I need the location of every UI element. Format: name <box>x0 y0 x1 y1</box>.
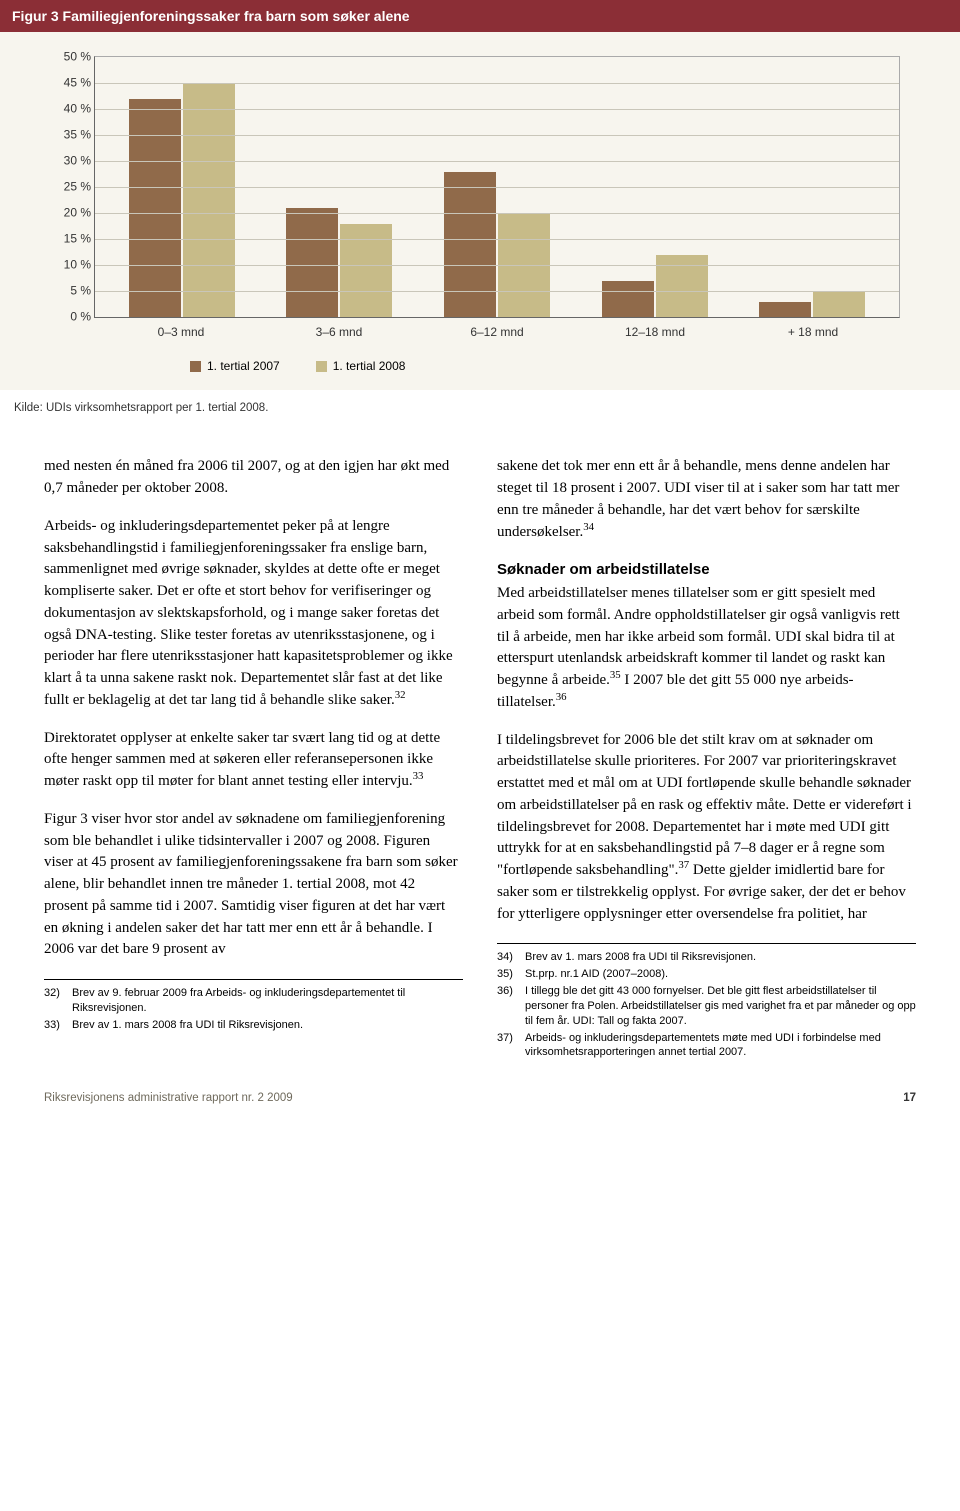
left-column: med nesten én måned fra 2006 til 2007, o… <box>44 456 463 1062</box>
x-tick-label: 12–18 mnd <box>576 318 734 346</box>
gridline <box>95 291 899 292</box>
bar-chart: 0 %5 %10 %15 %20 %25 %30 %35 %40 %45 %50… <box>94 56 900 346</box>
page-footer: Riksrevisjonens administrative rapport n… <box>0 1062 960 1121</box>
legend-label: 1. tertial 2008 <box>333 358 406 375</box>
footnote-text: I tillegg ble det gitt 43 000 fornyelser… <box>525 984 916 1029</box>
footnote-number: 34) <box>497 950 519 965</box>
footnote-number: 37) <box>497 1031 519 1061</box>
legend-swatch <box>190 361 201 372</box>
footnote-text: Brev av 1. mars 2008 fra UDI til Riksrev… <box>72 1018 303 1033</box>
bar <box>813 291 865 317</box>
footnote: 37) Arbeids- og inkluderingsdepartementet… <box>497 1031 916 1061</box>
body-columns: med nesten én måned fra 2006 til 2007, o… <box>0 416 960 1062</box>
y-tick-label: 30 % <box>51 153 91 170</box>
footnote-text: Brev av 1. mars 2008 fra UDI til Riksrev… <box>525 950 756 965</box>
bar <box>286 208 338 317</box>
legend-item: 1. tertial 2007 <box>190 358 280 375</box>
footnote: 35) St.prp. nr.1 AID (2007–2008). <box>497 967 916 982</box>
chart-area: 0 % 5 % 10 % 15 % 20 % 25 % 30 % 35 % 40 % 45 % 50… <box>0 32 960 389</box>
gridline <box>95 109 899 110</box>
bar <box>602 281 654 317</box>
footnotes-left: 32) Brev av 9. februar 2009 fra Arbeids- … <box>44 979 463 1033</box>
bar <box>656 255 708 317</box>
x-tick-label: 0–3 mnd <box>102 318 260 346</box>
paragraph: Direktoratet opplyser at enkelte saker t… <box>44 728 463 793</box>
y-tick-label: 35 % <box>51 127 91 144</box>
bar <box>444 172 496 318</box>
gridline <box>95 239 899 240</box>
x-tick-label: + 18 mnd <box>734 318 892 346</box>
paragraph: Arbeids- og inkluderingsdepartementet pe… <box>44 516 463 712</box>
y-tick-label: 20 % <box>51 205 91 222</box>
footnote-text: Arbeids- og inkluderingsdepartementets m… <box>525 1031 916 1061</box>
paragraph: Figur 3 viser hvor stor andel av søknade… <box>44 809 463 961</box>
footnote-number: 35) <box>497 967 519 982</box>
x-axis-labels: 0–3 mnd3–6 mnd6–12 mnd12–18 mnd+ 18 mnd <box>94 318 900 346</box>
gridline <box>95 187 899 188</box>
bar <box>759 302 811 318</box>
footnote-text: Brev av 9. februar 2009 fra Arbeids- og … <box>72 986 463 1016</box>
gridline <box>95 161 899 162</box>
gridline <box>95 213 899 214</box>
chart-source: Kilde: UDIs virksomhetsrapport per 1. te… <box>0 390 960 417</box>
y-tick-label: 0 % <box>51 309 91 326</box>
y-tick-label: 10 % <box>51 257 91 274</box>
paragraph: Med arbeidstillatelser menes tillatelser… <box>497 583 916 714</box>
legend-label: 1. tertial 2007 <box>207 358 280 375</box>
figure-title: Figur 3 Familiegjenforeningssaker fra ba… <box>0 0 960 32</box>
footnote: 34) Brev av 1. mars 2008 fra UDI til Riks… <box>497 950 916 965</box>
subheading: Søknader om arbeidstillatelse <box>497 559 916 581</box>
paragraph: sakene det tok mer enn ett år å behandle… <box>497 456 916 543</box>
gridline <box>95 265 899 266</box>
bar <box>340 224 392 318</box>
gridline <box>95 83 899 84</box>
legend-swatch <box>316 361 327 372</box>
footnote: 36) I tillegg ble det gitt 43 000 fornyel… <box>497 984 916 1029</box>
bar <box>183 83 235 317</box>
bar <box>129 99 181 317</box>
paragraph: med nesten én måned fra 2006 til 2007, o… <box>44 456 463 500</box>
x-tick-label: 6–12 mnd <box>418 318 576 346</box>
paragraph: I tildelingsbrevet for 2006 ble det stil… <box>497 730 916 926</box>
footnote: 33) Brev av 1. mars 2008 fra UDI til Riks… <box>44 1018 463 1033</box>
footnote-number: 36) <box>497 984 519 1029</box>
footnote-number: 32) <box>44 986 66 1016</box>
y-tick-label: 5 % <box>51 283 91 300</box>
chart-legend: 1. tertial 2007 1. tertial 2008 <box>190 358 910 375</box>
x-tick-label: 3–6 mnd <box>260 318 418 346</box>
footnote: 32) Brev av 9. februar 2009 fra Arbeids- … <box>44 986 463 1016</box>
page-number: 17 <box>903 1090 916 1107</box>
y-tick-label: 15 % <box>51 231 91 248</box>
right-column: sakene det tok mer enn ett år å behandle… <box>497 456 916 1062</box>
footnotes-right: 34) Brev av 1. mars 2008 fra UDI til Riks… <box>497 943 916 1060</box>
y-tick-label: 45 % <box>51 75 91 92</box>
chart-plot: 0 %5 %10 %15 %20 %25 %30 %35 %40 %45 %50… <box>94 56 900 318</box>
footer-publication: Riksrevisjonens administrative rapport n… <box>44 1090 293 1107</box>
y-tick-label: 25 % <box>51 179 91 196</box>
y-tick-label: 50 % <box>51 49 91 66</box>
footnote-text: St.prp. nr.1 AID (2007–2008). <box>525 967 668 982</box>
footnote-number: 33) <box>44 1018 66 1033</box>
gridline <box>95 135 899 136</box>
y-tick-label: 40 % <box>51 101 91 118</box>
legend-item: 1. tertial 2008 <box>316 358 406 375</box>
